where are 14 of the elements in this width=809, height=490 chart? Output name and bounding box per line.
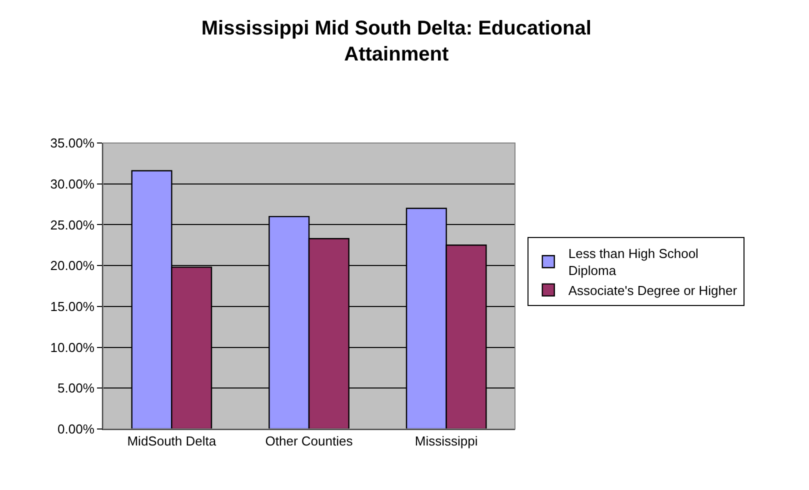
legend-label: Associate's Degree or Higher <box>568 283 738 298</box>
y-tick-label: 10.00% <box>50 340 95 355</box>
y-tick-label: 5.00% <box>58 380 95 396</box>
chart-title: Mississippi Mid South Delta: Educational Attainment <box>201 17 592 66</box>
y-tick-label: 30.00% <box>50 176 95 192</box>
y-tick-label: 20.00% <box>50 258 95 274</box>
legend-label: Less than High School Diploma <box>568 246 699 278</box>
y-tick-label: 15.00% <box>50 298 95 314</box>
y-tick-label: 0.00% <box>58 422 95 437</box>
y-tick-label: 25.00% <box>50 217 95 232</box>
x-tick-label: Other Counties <box>265 434 354 449</box>
y-tick-label: 35.00% <box>50 136 95 151</box>
x-tick-label: Mississippi <box>414 434 478 449</box>
x-tick-label: MidSouth Delta <box>127 434 217 449</box>
